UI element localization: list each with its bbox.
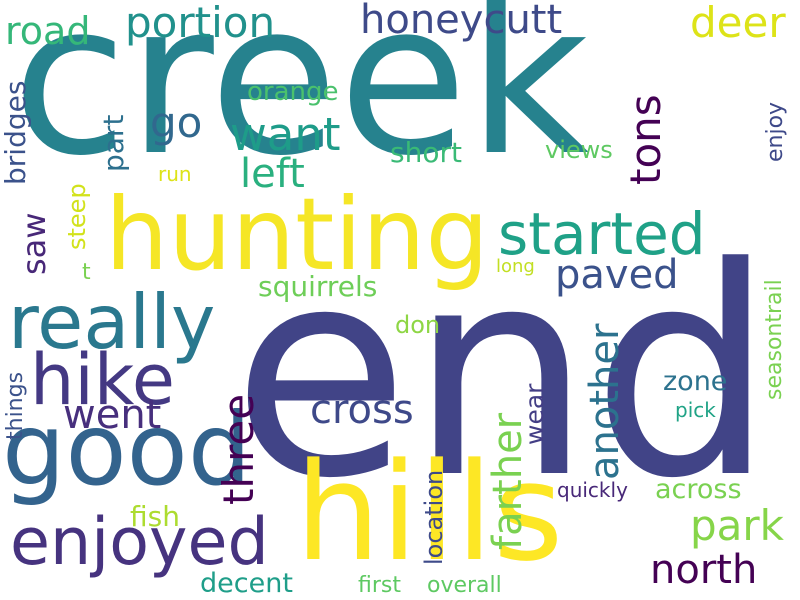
word-location: location — [420, 469, 448, 565]
word-creek: creek — [12, 0, 590, 202]
word-saw: saw — [15, 212, 53, 275]
word-pick: pick — [675, 398, 716, 422]
word-squirrels: squirrels — [258, 270, 378, 303]
word-left: left — [240, 151, 305, 197]
word-portion: portion — [125, 0, 276, 47]
word-overall: overall — [427, 573, 502, 598]
word-views: views — [545, 136, 613, 164]
word-tons: tons — [621, 94, 670, 185]
word-park: park — [690, 501, 784, 550]
word-part: part — [97, 114, 130, 172]
word-don: don — [395, 311, 441, 339]
word-enjoy: enjoy — [763, 101, 788, 162]
word-steep: steep — [63, 183, 91, 250]
word-started: started — [498, 200, 706, 268]
word-zone: zone — [663, 366, 728, 397]
word-go: go — [150, 98, 203, 147]
word-short: short — [390, 136, 462, 169]
word-across: across — [655, 474, 742, 505]
word-hike: hike — [30, 339, 175, 421]
word-want: want — [230, 108, 341, 161]
word-things: things — [3, 371, 28, 440]
word-orange: orange — [247, 77, 339, 107]
word-fish: fish — [130, 500, 180, 533]
word-really: really — [8, 278, 216, 366]
word-road: road — [5, 9, 91, 53]
word-t: t — [82, 260, 91, 285]
word-deer: deer — [690, 0, 786, 47]
word-decent: decent — [200, 568, 293, 599]
word-long: long — [496, 256, 535, 277]
word-seasontrail: seasontrail — [762, 279, 787, 400]
word-another: another — [582, 323, 628, 480]
word-hunting: hunting — [105, 176, 489, 293]
word-went: went — [63, 392, 162, 438]
word-first: first — [358, 573, 401, 598]
word-paved: paved — [555, 252, 679, 298]
word-wear: wear — [520, 383, 549, 445]
word-honeycutt: honeycutt — [360, 0, 563, 43]
word-quickly: quickly — [557, 478, 628, 502]
word-good: good — [2, 391, 252, 508]
word-north: north — [650, 547, 758, 593]
word-three: three — [214, 393, 263, 505]
word-bridges: bridges — [0, 80, 32, 185]
word-cross: cross — [310, 387, 414, 433]
word-hills: hills — [295, 434, 564, 591]
word-enjoyed: enjoyed — [10, 505, 269, 580]
word-run: run — [158, 162, 192, 186]
word-end: end — [232, 206, 775, 541]
